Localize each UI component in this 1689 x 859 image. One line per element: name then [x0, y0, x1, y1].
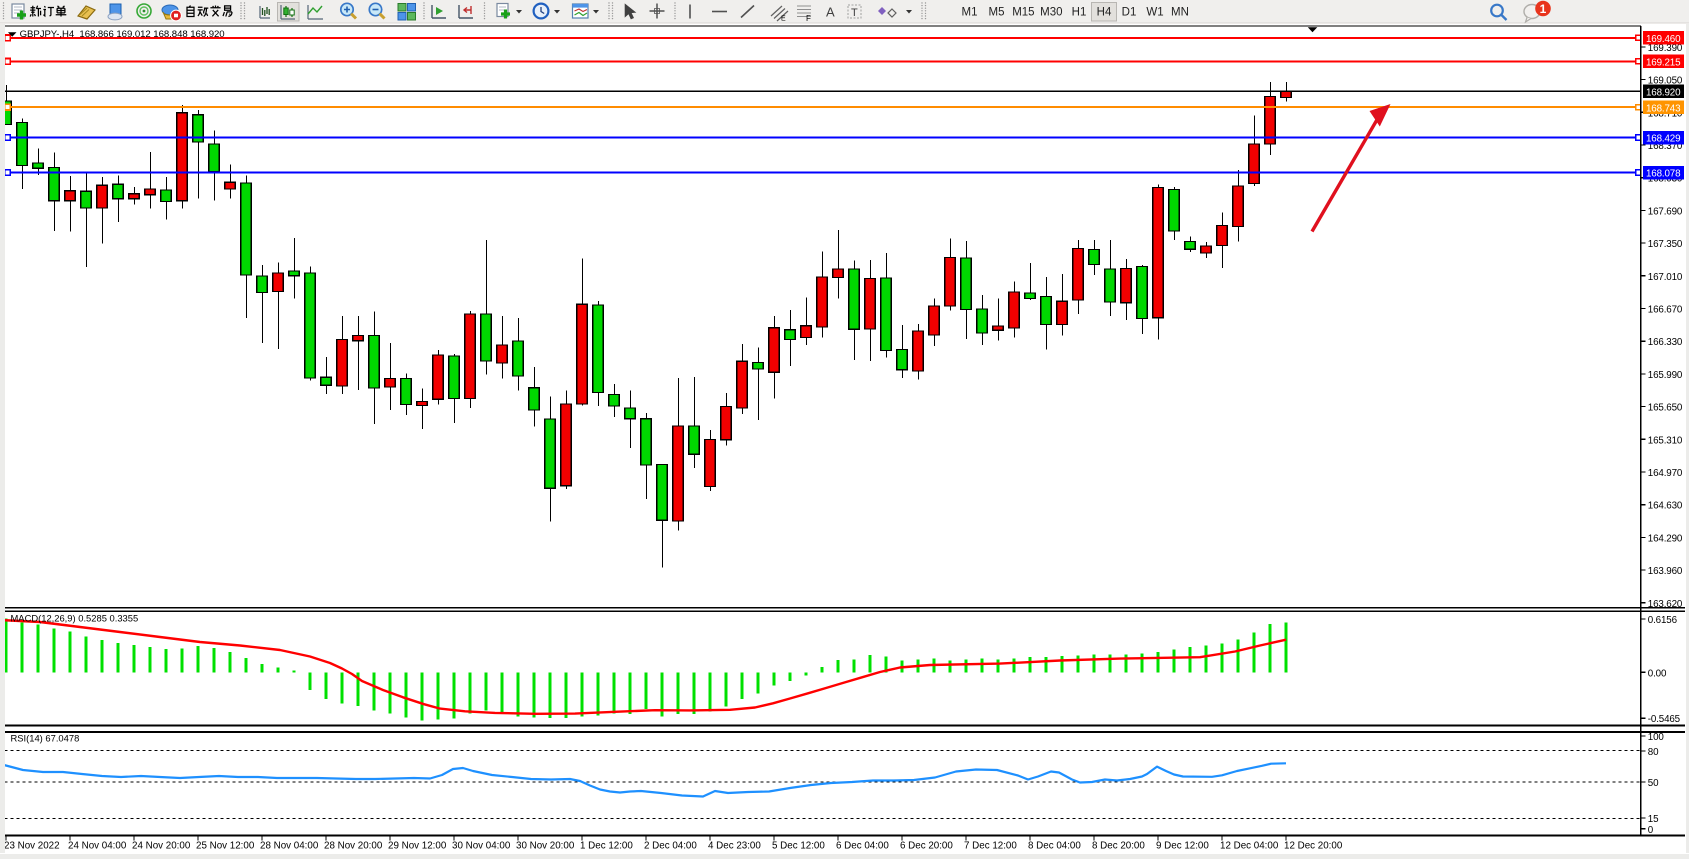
svg-text:D1: D1: [1122, 7, 1137, 19]
svg-text:168.370: 168.370: [1648, 141, 1683, 152]
svg-text:165.990: 165.990: [1648, 370, 1683, 381]
svg-text:8 Dec 20:00: 8 Dec 20:00: [1092, 841, 1145, 852]
svg-text:166.670: 166.670: [1648, 305, 1683, 316]
svg-text:7 Dec 12:00: 7 Dec 12:00: [964, 841, 1017, 852]
svg-text:169.215: 169.215: [1646, 58, 1681, 69]
svg-text:167.350: 167.350: [1648, 239, 1683, 250]
svg-text:4 Dec 23:00: 4 Dec 23:00: [708, 841, 761, 852]
svg-text:168.429: 168.429: [1646, 134, 1680, 145]
svg-text:165.310: 165.310: [1648, 435, 1683, 446]
svg-text:164.290: 164.290: [1648, 533, 1683, 544]
svg-text:GBPJPY-,H4 168.866 169.012 16: GBPJPY-,H4 168.866 169.012 168.848 168.9…: [20, 29, 225, 40]
svg-text:E: E: [781, 16, 786, 23]
svg-text:0: 0: [1648, 825, 1654, 836]
svg-text:28 Nov 04:00: 28 Nov 04:00: [260, 841, 319, 852]
svg-text:12 Dec 20:00: 12 Dec 20:00: [1284, 841, 1343, 852]
svg-text:MN: MN: [1171, 7, 1189, 19]
svg-text:168.743: 168.743: [1646, 103, 1681, 114]
svg-text:1: 1: [1540, 2, 1547, 16]
svg-text:24 Nov 04:00: 24 Nov 04:00: [68, 841, 127, 852]
svg-text:9 Dec 12:00: 9 Dec 12:00: [1156, 841, 1209, 852]
svg-text:8 Dec 04:00: 8 Dec 04:00: [1028, 841, 1081, 852]
svg-text:H4: H4: [1097, 7, 1112, 19]
svg-text:15: 15: [1648, 814, 1659, 825]
svg-text:24 Nov 20:00: 24 Nov 20:00: [132, 841, 191, 852]
svg-text:30 Nov 20:00: 30 Nov 20:00: [516, 841, 575, 852]
svg-text:167.690: 167.690: [1648, 206, 1683, 217]
svg-text:25 Nov 12:00: 25 Nov 12:00: [196, 841, 255, 852]
svg-text:163.960: 163.960: [1648, 566, 1683, 577]
svg-text:165.650: 165.650: [1648, 403, 1683, 414]
svg-text:168.078: 168.078: [1646, 169, 1681, 180]
svg-text:50: 50: [1648, 778, 1659, 789]
svg-text:166.330: 166.330: [1648, 337, 1683, 348]
svg-text:H1: H1: [1072, 7, 1087, 19]
svg-text:169.390: 169.390: [1648, 43, 1683, 54]
svg-text:169.460: 169.460: [1646, 34, 1681, 45]
svg-text:0.6156: 0.6156: [1648, 615, 1678, 626]
svg-text:23 Nov 2022: 23 Nov 2022: [4, 841, 60, 852]
svg-text:164.970: 164.970: [1648, 468, 1683, 479]
svg-text:167.010: 167.010: [1648, 272, 1683, 283]
svg-text:12 Dec 04:00: 12 Dec 04:00: [1220, 841, 1279, 852]
svg-text:RSI(14) 67.0478: RSI(14) 67.0478: [11, 733, 80, 744]
svg-text:30 Nov 04:00: 30 Nov 04:00: [452, 841, 511, 852]
svg-text:100: 100: [1648, 732, 1665, 743]
svg-text:-0.5465: -0.5465: [1648, 714, 1681, 725]
svg-text:W1: W1: [1146, 7, 1163, 19]
svg-text:M1: M1: [962, 7, 978, 19]
svg-text:29 Nov 12:00: 29 Nov 12:00: [388, 841, 447, 852]
svg-text:163.620: 163.620: [1648, 599, 1683, 610]
svg-text:164.630: 164.630: [1648, 501, 1683, 512]
svg-text:M5: M5: [989, 7, 1005, 19]
svg-text:6 Dec 20:00: 6 Dec 20:00: [900, 841, 953, 852]
svg-text:MACD(12,26,9) 0.5285 0.3355: MACD(12,26,9) 0.5285 0.3355: [11, 613, 139, 624]
svg-text:M30: M30: [1040, 7, 1062, 19]
svg-text:1 Dec 12:00: 1 Dec 12:00: [580, 841, 633, 852]
svg-text:168.920: 168.920: [1646, 88, 1681, 99]
svg-text:169.050: 169.050: [1648, 76, 1683, 87]
svg-text:A: A: [826, 5, 835, 20]
svg-text:28 Nov 20:00: 28 Nov 20:00: [324, 841, 383, 852]
svg-text:2 Dec 04:00: 2 Dec 04:00: [644, 841, 697, 852]
svg-text:T: T: [851, 7, 858, 19]
svg-text:80: 80: [1648, 747, 1659, 758]
svg-text:M15: M15: [1012, 7, 1034, 19]
svg-text:5 Dec 12:00: 5 Dec 12:00: [772, 841, 825, 852]
svg-text:F: F: [806, 14, 811, 23]
svg-text:6 Dec 04:00: 6 Dec 04:00: [836, 841, 889, 852]
svg-text:0.00: 0.00: [1648, 668, 1667, 679]
